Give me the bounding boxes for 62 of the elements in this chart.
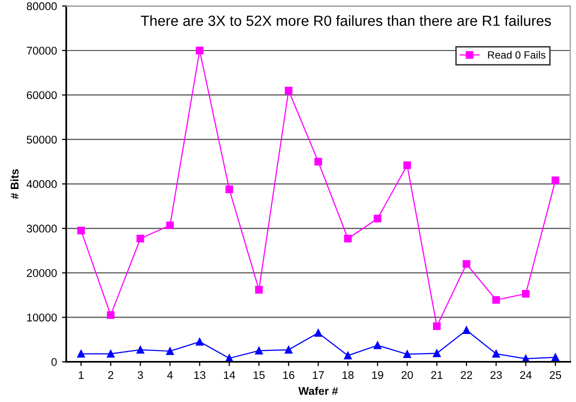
point — [77, 350, 85, 358]
point — [106, 311, 115, 319]
point — [136, 346, 144, 354]
y-axis-title: # Bits — [10, 169, 19, 199]
point — [403, 350, 411, 358]
point — [403, 161, 411, 170]
point — [196, 46, 204, 54]
y-tick-label: 50000 — [26, 136, 57, 144]
y-tick-label: 0 — [51, 358, 57, 366]
y-tick-label: 10000 — [27, 314, 57, 322]
point — [106, 350, 115, 358]
point — [552, 354, 560, 362]
y-tick-label: 60000 — [26, 91, 57, 100]
point — [255, 346, 263, 354]
x-tick-label: 1 — [78, 371, 84, 379]
point — [136, 234, 144, 242]
x-tick-label: 20 — [402, 371, 413, 379]
point — [462, 260, 470, 268]
point — [433, 350, 441, 358]
point — [77, 226, 85, 234]
x-tick-label: 21 — [431, 371, 442, 379]
point — [284, 86, 292, 94]
x-tick-label: 22 — [460, 371, 472, 379]
point — [166, 347, 174, 355]
point — [196, 338, 204, 346]
point — [374, 342, 382, 350]
x-axis-title: Wafer # — [298, 386, 338, 395]
point — [522, 290, 530, 298]
y-tick-label: 30000 — [26, 224, 57, 233]
point — [166, 221, 174, 230]
point — [492, 296, 500, 304]
point — [344, 352, 352, 360]
point — [552, 176, 560, 184]
point — [284, 346, 292, 354]
point — [433, 322, 441, 330]
point — [314, 158, 322, 166]
x-tick-label: 19 — [372, 371, 384, 379]
x-tick-label: 13 — [194, 371, 206, 379]
point — [314, 329, 322, 337]
y-tick-label: 80000 — [26, 2, 57, 10]
x-tick-label: 16 — [283, 371, 294, 379]
x-tick-label: 4 — [167, 371, 173, 379]
x-tick-label: 18 — [342, 371, 354, 379]
legend-label: Read 0 Fails — [488, 50, 546, 59]
point — [344, 234, 352, 242]
point — [374, 214, 382, 222]
point — [225, 185, 234, 194]
x-tick-label: 3 — [138, 371, 143, 379]
x-tick-label: 15 — [254, 371, 265, 379]
point — [462, 326, 470, 334]
x-tick-label: 23 — [490, 371, 502, 379]
y-tick-label: 70000 — [26, 46, 57, 55]
point — [492, 350, 500, 358]
x-tick-label: 17 — [312, 371, 324, 379]
x-tick-label: 24 — [520, 371, 532, 379]
x-tick-label: 25 — [550, 371, 562, 379]
y-tick-label: 40000 — [26, 180, 57, 188]
x-tick-label: 2 — [108, 371, 114, 379]
chart-title: There are 3X to 52X more R0 failures than there are R1 failures — [140, 15, 551, 26]
x-tick-label: 14 — [224, 371, 236, 379]
y-tick-label: 20000 — [26, 269, 57, 277]
point — [255, 286, 263, 294]
